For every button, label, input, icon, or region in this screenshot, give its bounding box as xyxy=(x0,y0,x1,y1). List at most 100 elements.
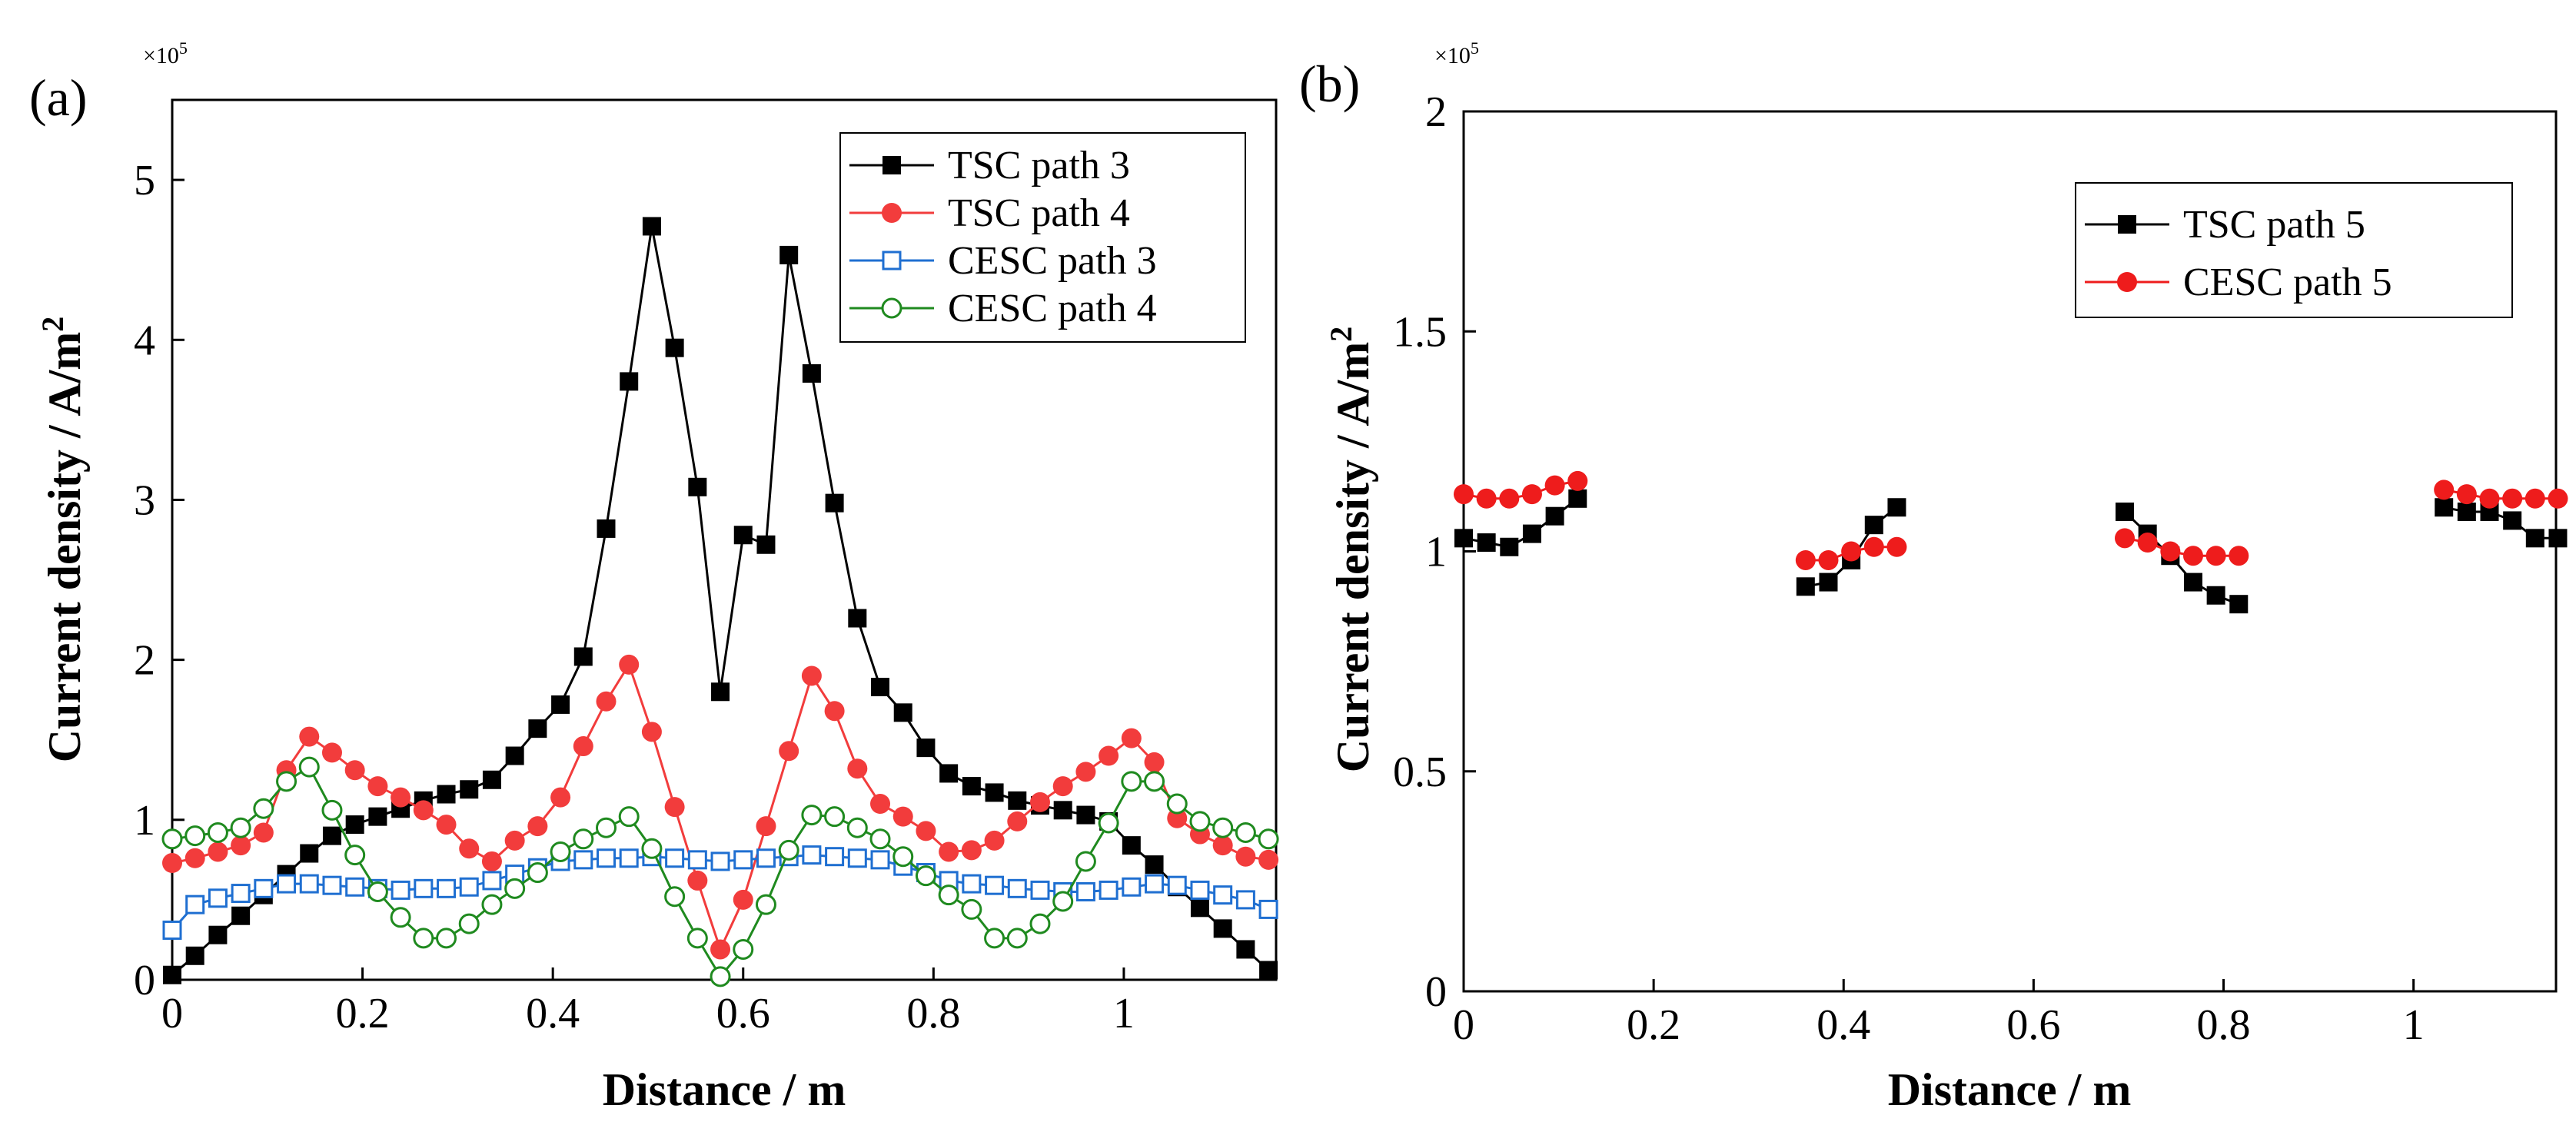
data-point xyxy=(1144,752,1165,772)
legend-label: TSC path 3 xyxy=(948,144,1130,188)
data-point xyxy=(162,920,182,940)
panel-a-x-axis-title: Distance / m xyxy=(603,1064,846,1115)
data-point xyxy=(1167,875,1187,895)
panel-a-ticks: 0 0.2 0.4 0.6 0.8 1 0 1 2 3 4 5 xyxy=(134,157,1135,1037)
panel-a-multiplier: ×105 xyxy=(143,38,188,68)
data-point xyxy=(481,894,503,915)
data-point xyxy=(184,848,205,868)
panel-b-multiplier: ×105 xyxy=(1434,38,1479,68)
data-point xyxy=(1122,836,1141,855)
data-point xyxy=(641,838,663,859)
data-point xyxy=(1029,792,1050,812)
x-tick-label: 0.2 xyxy=(336,990,390,1037)
series-cesc-path-3 xyxy=(162,845,1278,940)
data-point xyxy=(1796,577,1815,596)
data-point xyxy=(916,738,936,758)
data-point xyxy=(573,736,593,757)
data-point xyxy=(2182,546,2203,566)
data-point xyxy=(961,898,982,920)
data-point xyxy=(231,906,251,925)
data-point xyxy=(870,794,891,814)
panel-b-label: (b) xyxy=(1299,55,1360,113)
data-point xyxy=(1007,878,1027,898)
legend-item: CESC path 4 xyxy=(849,287,1157,330)
data-point xyxy=(1122,877,1142,897)
panel-a: (a) ×105 0 0.2 0.4 0.6 0.8 1 0 1 2 3 4 5 TSC path 3… xyxy=(29,38,1279,1115)
x-tick-label: 0.4 xyxy=(1816,1001,1870,1049)
data-point xyxy=(322,875,342,895)
data-point xyxy=(1190,898,1209,918)
data-point xyxy=(1029,913,1051,934)
series-cesc-path-5 xyxy=(1454,470,2568,570)
data-point xyxy=(230,817,251,838)
data-point xyxy=(893,703,912,722)
panel-b-x-axis-title: Distance / m xyxy=(1888,1064,2132,1115)
data-point xyxy=(1167,808,1188,828)
data-point xyxy=(1454,484,1474,505)
data-point xyxy=(1213,885,1233,905)
data-point xyxy=(641,722,662,742)
data-point xyxy=(733,850,753,870)
data-point xyxy=(2137,533,2158,553)
data-point xyxy=(1886,536,1907,557)
legend-marker xyxy=(2117,272,2137,292)
data-point xyxy=(2479,488,2500,509)
data-point xyxy=(344,760,365,781)
data-point xyxy=(2115,528,2136,549)
y-tick-label: 5 xyxy=(134,157,155,204)
data-point xyxy=(2525,529,2544,548)
data-point xyxy=(253,798,274,819)
data-point xyxy=(505,746,524,765)
legend-item: TSC path 3 xyxy=(849,144,1130,188)
data-point xyxy=(1052,891,1074,912)
data-point xyxy=(367,776,388,797)
data-point xyxy=(277,874,297,894)
data-point xyxy=(573,828,594,850)
panel-a-y-axis-title: Current density / A/m2 xyxy=(35,317,90,763)
data-point xyxy=(1075,762,1096,782)
data-point xyxy=(321,742,342,763)
data-point xyxy=(1522,524,1541,543)
data-point xyxy=(1500,537,1519,556)
data-point xyxy=(1521,484,1542,505)
legend-box xyxy=(2075,182,2513,318)
data-point xyxy=(915,865,936,887)
data-point xyxy=(2205,546,2226,566)
panel-b: (b) ×105 0 0.2 0.4 0.6 0.8 1 0 0.5 1 1.5 2 TSC pat… xyxy=(1299,38,2568,1115)
data-point xyxy=(345,877,365,897)
data-point xyxy=(298,756,320,778)
data-point xyxy=(824,806,846,828)
data-point xyxy=(984,830,1005,851)
data-point xyxy=(2183,572,2202,592)
data-point xyxy=(1189,811,1211,832)
data-point xyxy=(482,770,501,789)
data-point xyxy=(551,695,570,714)
data-point xyxy=(1568,489,1587,508)
data-point xyxy=(847,758,868,779)
legend-marker xyxy=(881,297,902,319)
data-point xyxy=(1235,846,1256,867)
data-point xyxy=(459,838,480,859)
data-point xyxy=(1166,793,1188,815)
data-point xyxy=(2434,480,2455,500)
data-point xyxy=(1144,771,1165,792)
data-point xyxy=(665,338,684,357)
data-point xyxy=(391,787,411,808)
data-point xyxy=(1258,849,1279,870)
legend-marker xyxy=(882,251,902,270)
data-point xyxy=(1213,919,1232,938)
data-point xyxy=(504,878,526,899)
data-point xyxy=(2548,488,2568,509)
data-point xyxy=(1076,805,1095,825)
data-point xyxy=(2457,502,2476,521)
data-point xyxy=(801,665,822,686)
data-point xyxy=(711,682,730,702)
data-point xyxy=(825,847,845,867)
data-point xyxy=(1008,791,1027,810)
data-point xyxy=(300,844,319,863)
data-point xyxy=(847,848,867,868)
legend-label: CESC path 4 xyxy=(948,287,1157,330)
legend-marker xyxy=(2118,215,2136,234)
data-point xyxy=(596,691,617,712)
x-tick-label: 0.6 xyxy=(2006,1001,2060,1049)
